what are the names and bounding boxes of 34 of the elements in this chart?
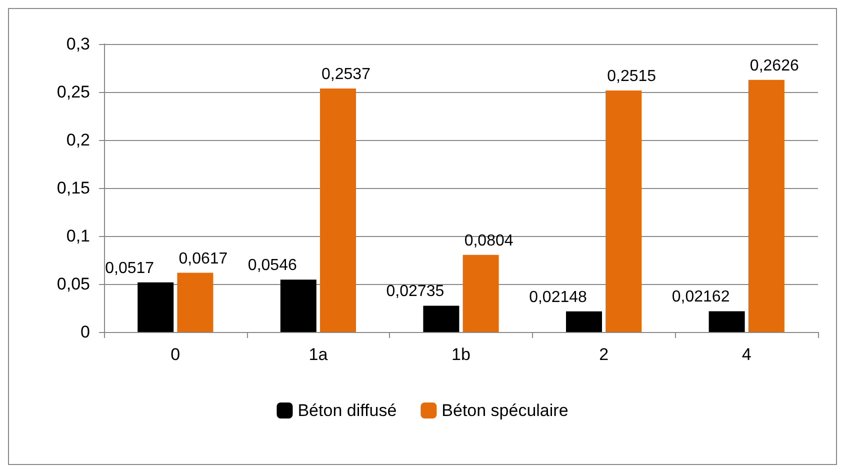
- data-label: 0,02162: [672, 288, 730, 306]
- data-label: 0,02148: [529, 288, 588, 306]
- data-label: 0,0804: [464, 232, 514, 250]
- x-tick-label: 1b: [452, 345, 470, 364]
- y-tick-label: 0,1: [66, 226, 90, 246]
- bar: [566, 311, 602, 332]
- bar: [462, 254, 499, 332]
- bar: [748, 80, 784, 332]
- x-tick-label: 4: [742, 345, 752, 364]
- data-label: 0,2626: [750, 57, 799, 74]
- bar: [177, 272, 214, 332]
- y-tick-label: 0,15: [56, 178, 90, 198]
- y-tick-label: 0,3: [66, 34, 90, 54]
- bar: [606, 90, 642, 332]
- x-tick-label: 1a: [308, 345, 328, 364]
- y-tick-label: 0,05: [56, 274, 90, 294]
- bar: [280, 280, 316, 332]
- x-tick-label: 0: [170, 345, 180, 364]
- legend-label: Béton diffusé: [298, 401, 397, 420]
- data-label: 0,2515: [607, 68, 656, 86]
- data-label: 0,0546: [248, 257, 297, 274]
- y-tick-label: 0: [80, 322, 90, 342]
- data-label: 0,2537: [322, 66, 371, 83]
- bar: [320, 88, 356, 332]
- bar: [138, 282, 174, 332]
- legend-label: Béton spéculaire: [442, 401, 568, 420]
- bar: [423, 306, 460, 332]
- y-tick-label: 0,25: [56, 82, 90, 102]
- y-tick-label: 0,2: [66, 130, 90, 150]
- x-tick-label: 2: [599, 345, 609, 364]
- data-label: 0,02735: [386, 283, 444, 300]
- bar: [708, 311, 745, 332]
- data-label: 0,0517: [105, 260, 154, 277]
- data-label: 0,0617: [178, 250, 228, 268]
